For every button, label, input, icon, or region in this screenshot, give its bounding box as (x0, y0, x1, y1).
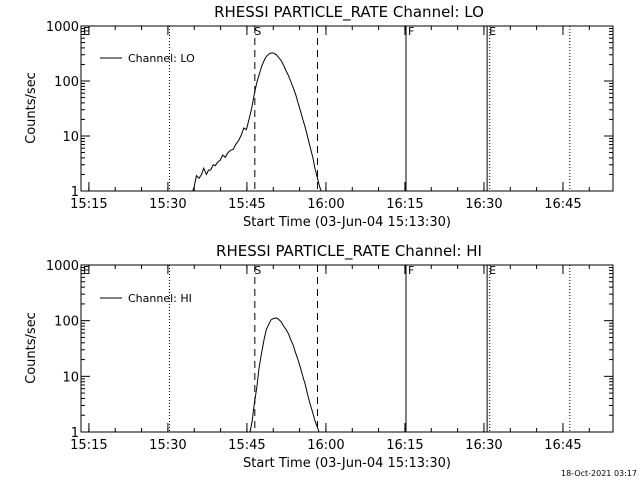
chart-title: RHESSI PARTICLE_RATE Channel: LO (214, 3, 484, 22)
y-tick-label: 1 (71, 426, 79, 441)
x-tick-label: 15:15 (70, 438, 107, 453)
plot-frame (80, 25, 614, 192)
y-tick-label: 10 (62, 130, 79, 145)
x-tick-label: 15:30 (149, 438, 186, 453)
y-tick-label: 100 (54, 75, 79, 90)
x-tick-label: 15:45 (228, 438, 265, 453)
y-axis-label: Counts/sec (24, 312, 39, 384)
y-tick-label: 1000 (46, 259, 79, 274)
x-tick-label: 16:30 (465, 197, 502, 212)
x-tick-label: 15:15 (70, 197, 107, 212)
event-lines (168, 265, 571, 432)
x-axis-ticks: 15:15 15:30 15:45 16:00 16:15 16:30 16:45 (70, 265, 590, 453)
footer-timestamp: 18-Oct-2021 03:17 (561, 469, 637, 478)
event-marker: F (408, 264, 414, 277)
series-line (192, 52, 322, 192)
event-marker: S (254, 264, 261, 277)
legend-label: Channel: LO (128, 52, 195, 65)
x-axis-label: Start Time (03-Jun-04 15:13:30) (243, 215, 451, 230)
x-tick-label: 15:30 (149, 197, 186, 212)
chart-panel-lo: RHESSI PARTICLE_RATE Channel: LO E S F E 15… (24, 3, 614, 230)
event-marker: E (489, 264, 496, 277)
x-tick-label: 16:15 (386, 197, 423, 212)
event-marker: S (254, 25, 261, 38)
chart-title: RHESSI PARTICLE_RATE Channel: HI (216, 242, 482, 261)
series-group (249, 317, 320, 433)
event-marker: E (489, 25, 496, 38)
x-tick-label: 16:00 (307, 197, 344, 212)
series-line (249, 317, 320, 433)
y-tick-label: 10 (62, 370, 79, 385)
y-axis-label: Counts/sec (24, 72, 39, 144)
x-tick-label: 16:30 (465, 438, 502, 453)
y-axis-ticks: 1 10 100 1000 (46, 20, 613, 200)
event-marker: E (83, 264, 90, 277)
y-tick-label: 1 (71, 185, 79, 200)
x-tick-label: 16:00 (307, 438, 344, 453)
x-axis-ticks: 15:15 15:30 15:45 16:00 16:15 16:30 16:45 (70, 26, 590, 212)
series-group (192, 52, 322, 192)
event-marker: E (83, 25, 90, 38)
legend-label: Channel: HI (128, 292, 192, 305)
chart-panel-hi: RHESSI PARTICLE_RATE Channel: HI E S F E 15… (24, 242, 614, 471)
x-tick-label: 16:45 (544, 438, 581, 453)
x-axis-label: Start Time (03-Jun-04 15:13:30) (243, 456, 451, 471)
event-lines (168, 26, 571, 191)
y-axis-ticks: 1 10 100 1000 (46, 259, 613, 441)
x-tick-label: 16:45 (544, 197, 581, 212)
y-tick-label: 100 (54, 315, 79, 330)
y-tick-label: 1000 (46, 20, 79, 35)
event-marker: F (408, 25, 414, 38)
plot-frame (80, 264, 614, 433)
x-tick-label: 15:45 (228, 197, 265, 212)
x-tick-label: 16:15 (386, 438, 423, 453)
